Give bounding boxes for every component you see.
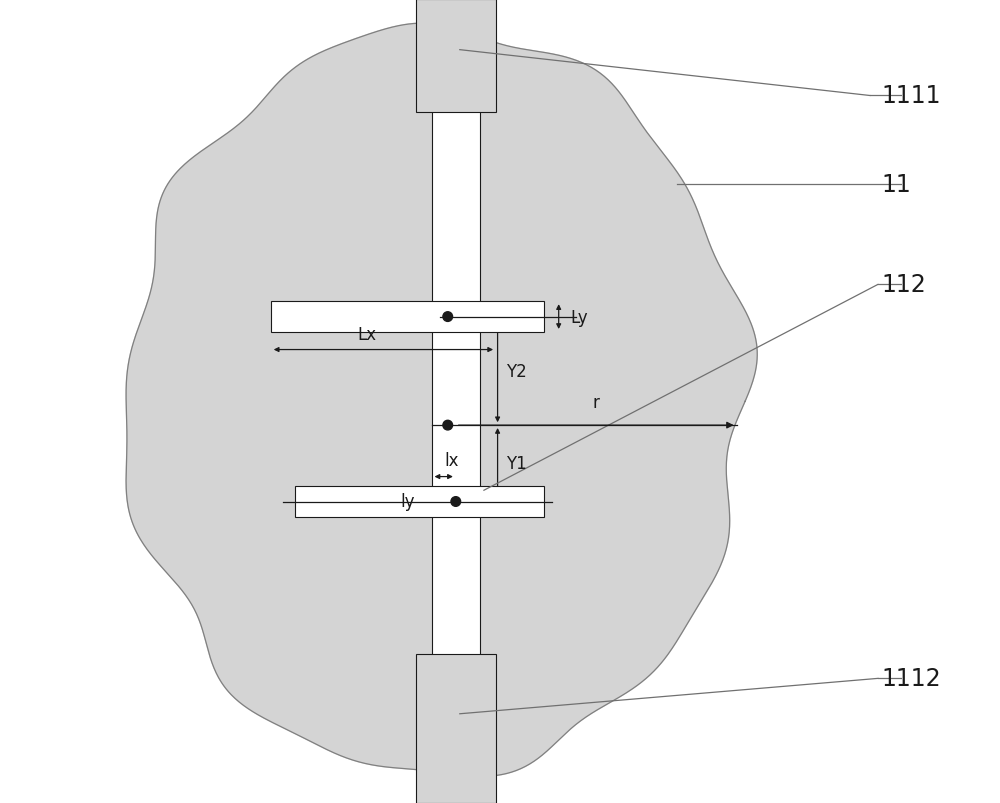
Text: Y2: Y2 xyxy=(506,362,526,381)
Text: Lx: Lx xyxy=(358,326,377,344)
Text: 112: 112 xyxy=(882,273,927,297)
Text: lx: lx xyxy=(445,452,459,470)
Text: Y1: Y1 xyxy=(506,454,526,473)
Circle shape xyxy=(443,421,453,430)
Bar xyxy=(271,302,544,332)
Circle shape xyxy=(443,312,453,322)
Circle shape xyxy=(451,497,461,507)
Text: 1112: 1112 xyxy=(882,666,942,691)
Text: 1111: 1111 xyxy=(882,84,941,108)
Bar xyxy=(432,0,480,803)
Bar xyxy=(416,654,496,803)
Text: ly: ly xyxy=(400,493,415,511)
Bar xyxy=(295,487,544,517)
Text: r: r xyxy=(593,393,600,411)
Text: 11: 11 xyxy=(882,173,912,197)
Text: Ly: Ly xyxy=(570,308,588,326)
Polygon shape xyxy=(126,24,757,777)
Bar xyxy=(416,0,496,112)
